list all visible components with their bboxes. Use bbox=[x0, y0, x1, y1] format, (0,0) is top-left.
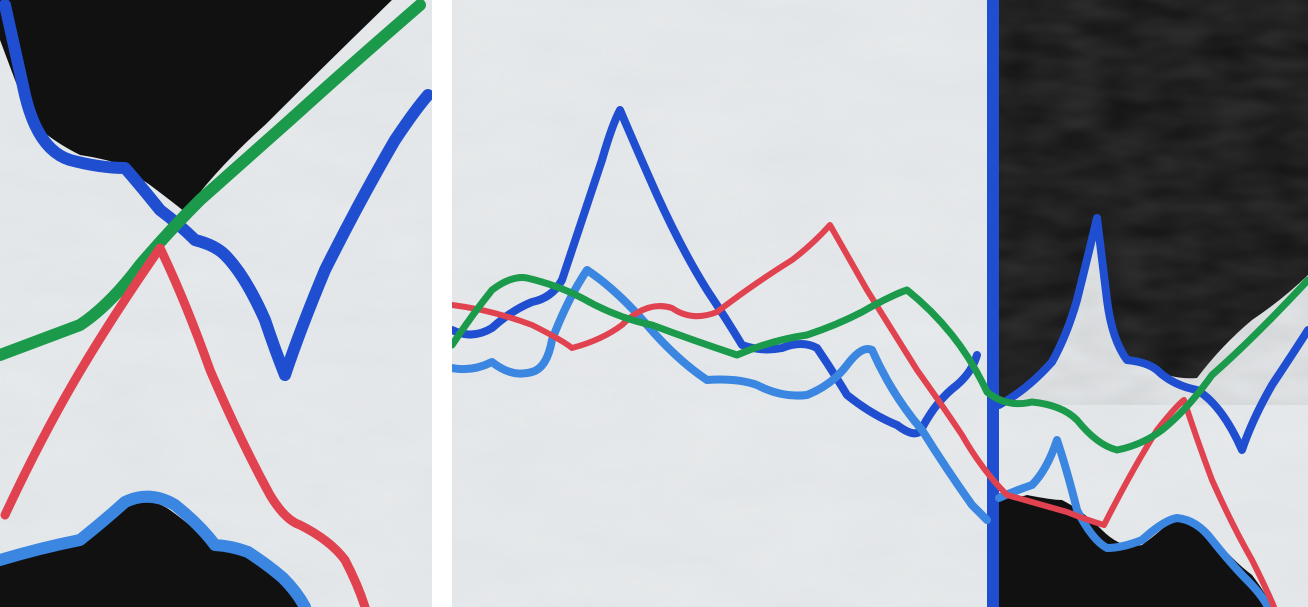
right-green-line bbox=[452, 274, 1308, 454]
right-top-black-texture bbox=[992, 0, 1308, 405]
left-panel-canvas bbox=[0, 0, 432, 607]
right-bottom-black-shape bbox=[992, 490, 1272, 607]
left-green-line bbox=[0, 0, 426, 361]
right-panel bbox=[452, 0, 1308, 607]
left-royal-blue-line bbox=[0, 0, 432, 381]
left-bottom-black-shape bbox=[0, 501, 305, 607]
right-panel-canvas bbox=[452, 0, 1308, 607]
right-light-blue-line-continuation bbox=[995, 436, 1272, 607]
right-royal-blue-outline bbox=[995, 214, 1308, 454]
left-panel bbox=[0, 0, 432, 607]
left-light-blue-line bbox=[0, 490, 311, 607]
right-light-blue-line bbox=[452, 266, 991, 524]
right-red-line bbox=[452, 222, 1277, 607]
left-top-black-shape bbox=[0, 0, 392, 212]
right-vertical-blue-line bbox=[987, 0, 999, 607]
left-red-line bbox=[0, 243, 370, 607]
